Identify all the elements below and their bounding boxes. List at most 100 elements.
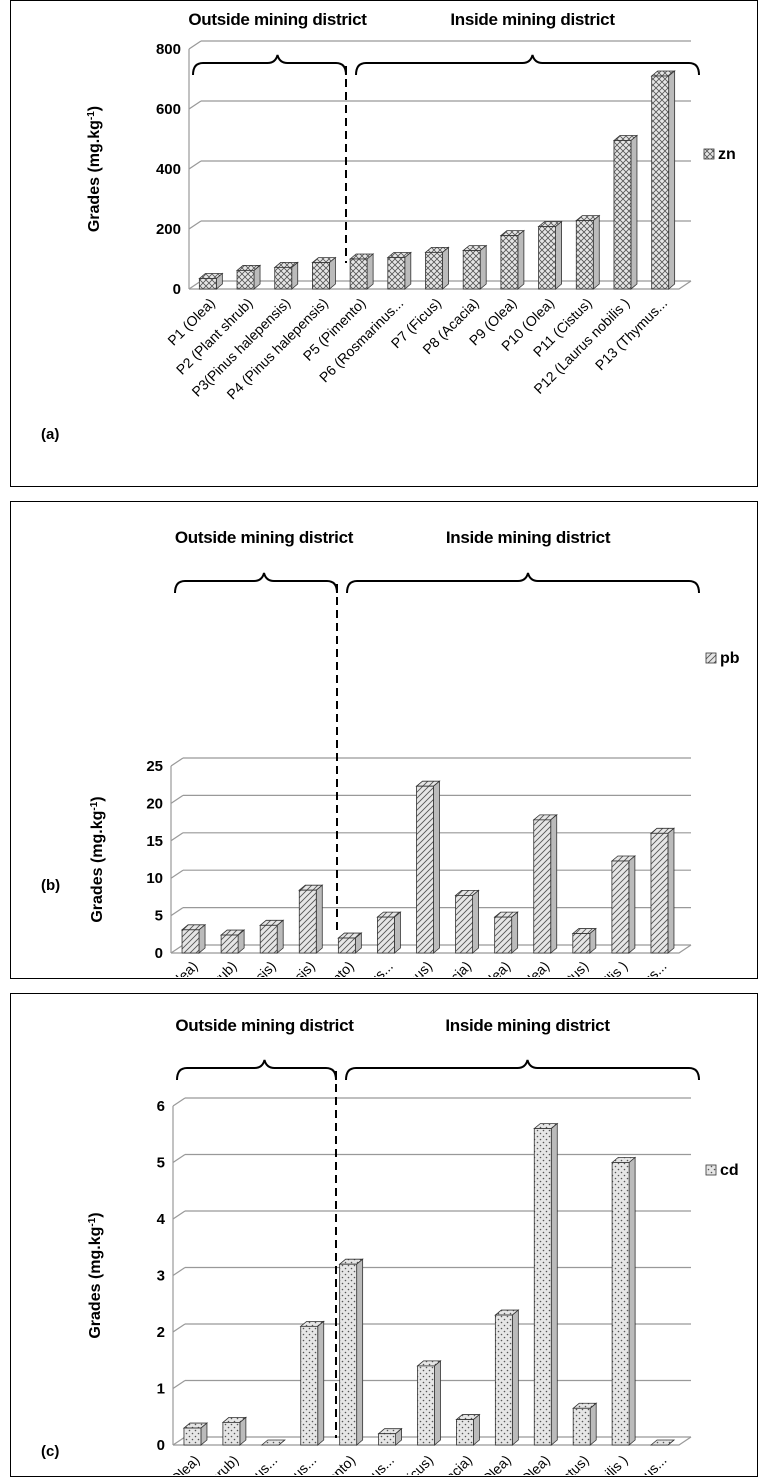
legend-swatch (705, 1164, 717, 1176)
gridline-depth (172, 1436, 186, 1446)
brace-outside (176, 1059, 337, 1081)
brace-outside (192, 54, 347, 76)
gridline-depth (170, 869, 184, 879)
y-tick-label: 10 (146, 870, 163, 887)
panel-label: (c) (41, 1443, 59, 1460)
y-tick-label: 2 (157, 1324, 165, 1341)
y-tick-label: 3 (157, 1268, 165, 1285)
bar (338, 1258, 364, 1446)
bar (610, 855, 636, 954)
bar (455, 1413, 481, 1446)
chart-c-svg: 0123456P1 (Olea)P2 (Plant shrub)P3(Pinus… (41, 1016, 739, 1475)
bar (349, 253, 375, 290)
y-tick-label: 6 (157, 1098, 165, 1115)
gridline-depth (188, 160, 202, 170)
y-tick-label: 5 (155, 908, 163, 925)
chart-b-svg: 0510152025P1 (Olea)P2 (Plant shrub)P3(Pi… (41, 528, 740, 977)
group-label-outside: Outside mining district (175, 1016, 354, 1035)
gridline-depth (172, 1154, 186, 1163)
y-tick-label: 800 (156, 41, 181, 58)
y-tick-label: 5 (157, 1155, 165, 1172)
bar (462, 244, 488, 290)
bar (182, 1422, 209, 1446)
bar (299, 1320, 325, 1446)
gridline-depth (188, 40, 202, 50)
chart-panel-b: 0510152025P1 (Olea)P2 (Plant shrub)P3(Pi… (10, 501, 758, 979)
group-label-inside: Inside mining district (446, 528, 611, 547)
y-tick-label: 0 (155, 945, 163, 962)
bar (416, 1360, 442, 1446)
legend-label: pb (720, 650, 740, 667)
bar (493, 911, 519, 954)
bar (260, 1439, 286, 1446)
chart-panel-a: 0 200 400 600 800 P1 (Olea) P2 (Plant shrub) P3… (10, 0, 758, 487)
y-tick-label: 4 (157, 1211, 166, 1228)
brace-inside (346, 572, 700, 594)
y-tick-label: 25 (146, 758, 163, 775)
gridline-depth (188, 100, 202, 110)
gridline-depth (172, 1323, 186, 1333)
bar (298, 884, 324, 954)
bar (650, 70, 676, 290)
legend: pb (705, 650, 740, 667)
gridline-depth (172, 1097, 186, 1107)
legend: cd (705, 1162, 739, 1179)
bar (180, 923, 207, 954)
gridline-depth (170, 757, 184, 767)
legend-label: cd (720, 1162, 739, 1179)
bar (571, 927, 597, 954)
bar (649, 827, 676, 954)
group-label-outside: Outside mining district (175, 528, 354, 547)
y-tick-label: 0 (173, 281, 181, 298)
bar (415, 780, 441, 954)
bar (198, 272, 224, 290)
bar (259, 919, 285, 954)
group-label-inside: Inside mining district (445, 1016, 610, 1035)
bar (537, 220, 563, 290)
x-tick-label: P1 (Olea) (149, 1452, 203, 1475)
legend-swatch (705, 652, 717, 664)
y-tick-label: 1 (157, 1381, 165, 1398)
bar (377, 1427, 403, 1446)
y-tick-label: 20 (146, 795, 163, 812)
bar (612, 134, 639, 290)
y-tick-label: 600 (156, 101, 181, 118)
bar (424, 246, 450, 290)
gridline-depth (170, 794, 184, 804)
gridline-depth (170, 907, 184, 917)
bar (235, 264, 262, 290)
bar (454, 889, 480, 954)
legend-swatch (703, 148, 715, 160)
bar (337, 932, 363, 954)
y-axis-label: Grades (mg.kg-1) (87, 1212, 105, 1338)
legend: zn (703, 146, 736, 163)
gridline-depth (188, 220, 202, 230)
chart-panel-c: 0123456P1 (Olea)P2 (Plant shrub)P3(Pinus… (10, 993, 758, 1477)
brace-inside (355, 54, 700, 76)
bar (311, 256, 337, 290)
group-label-outside: Outside mining district (188, 10, 367, 29)
y-tick-label: 200 (156, 221, 181, 238)
panel-label: (b) (41, 877, 60, 894)
group-label-inside: Inside mining district (450, 10, 615, 29)
legend-label: zn (718, 146, 736, 163)
panel-label: (a) (41, 426, 59, 443)
brace-outside (174, 572, 338, 594)
bar (575, 214, 601, 290)
bar (221, 1416, 247, 1446)
gridline-depth (170, 832, 184, 842)
brace-inside (345, 1059, 700, 1081)
y-tick-label: 15 (146, 833, 163, 850)
bar (649, 1439, 676, 1446)
gridline-depth (170, 944, 184, 954)
bar (376, 911, 402, 954)
y-tick-label: 0 (157, 1437, 165, 1454)
bar (532, 814, 558, 954)
bar (494, 1309, 520, 1446)
bar (611, 1156, 637, 1446)
bar (533, 1122, 559, 1446)
gridline-depth (172, 1380, 186, 1389)
bar (273, 261, 299, 290)
gridline-depth (172, 1267, 186, 1276)
